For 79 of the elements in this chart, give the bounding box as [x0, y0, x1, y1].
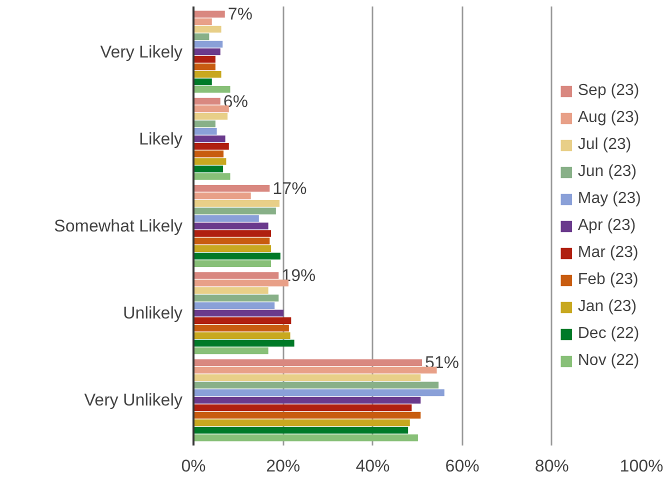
legend-label: Jul (23)	[578, 136, 632, 154]
bar	[194, 382, 439, 389]
bar	[194, 10, 225, 18]
bar	[194, 396, 421, 404]
bar	[194, 230, 272, 237]
bar	[194, 366, 437, 374]
bar	[194, 158, 226, 165]
bar	[194, 120, 216, 128]
bar	[194, 166, 224, 172]
bar	[194, 86, 230, 93]
bar	[194, 412, 421, 419]
x-tick-label: 20%	[266, 456, 300, 476]
bar	[194, 192, 251, 200]
legend-label: Mar (23)	[578, 244, 638, 262]
y-tick-label: Unlikely	[122, 304, 183, 323]
bar	[194, 434, 418, 442]
bar	[194, 310, 284, 316]
x-tick-label: 80%	[534, 456, 569, 476]
bar	[194, 272, 279, 279]
y-tick-label: Likely	[139, 129, 183, 148]
bar	[194, 222, 268, 230]
legend-label: Nov (22)	[578, 352, 640, 370]
bar	[194, 70, 222, 78]
bar	[194, 245, 272, 252]
bar	[194, 215, 259, 222]
bar	[194, 63, 216, 70]
bar	[194, 317, 292, 324]
bar	[194, 340, 294, 347]
bar	[194, 150, 224, 158]
bar	[194, 302, 275, 309]
legend-label: Apr (23)	[578, 216, 636, 234]
bar	[194, 136, 226, 142]
bar	[194, 419, 410, 426]
bar	[194, 78, 212, 86]
bar	[194, 112, 228, 120]
data-label: 7%	[228, 4, 252, 24]
bar	[194, 208, 276, 214]
x-tick-label: 40%	[356, 456, 390, 476]
legend-label: May (23)	[578, 190, 641, 208]
bar	[194, 238, 270, 244]
bar	[194, 332, 290, 340]
bar	[194, 48, 220, 56]
legend-label: Jun (23)	[578, 162, 637, 180]
y-tick-label: Very Likely	[100, 42, 183, 62]
bar	[194, 404, 412, 412]
legend-label: Sep (23)	[578, 82, 640, 100]
bar	[194, 128, 217, 135]
bar	[194, 280, 288, 286]
bar	[194, 40, 223, 48]
bar	[194, 200, 280, 207]
x-tick-label: 60%	[445, 456, 480, 476]
bar	[194, 98, 220, 105]
data-label: 17%	[272, 178, 307, 198]
legend-label: Dec (22)	[578, 324, 640, 342]
bar	[194, 260, 272, 267]
x-tick-label: 0%	[181, 456, 206, 476]
bar	[194, 26, 222, 33]
bar	[194, 359, 422, 366]
y-tick-label: Very Unlikely	[84, 390, 183, 410]
bar	[194, 347, 268, 354]
data-label: 6%	[223, 92, 248, 111]
bar	[194, 173, 230, 180]
x-tick-label: 100%	[620, 456, 664, 476]
bar	[194, 426, 408, 434]
bar	[194, 252, 280, 260]
data-label: 19%	[282, 266, 316, 285]
bar	[194, 287, 268, 294]
legend-label: Jan (23)	[578, 298, 637, 316]
y-tick-label: Somewhat Likely	[54, 216, 183, 236]
bar	[194, 324, 289, 332]
bar	[194, 374, 421, 382]
bar	[194, 389, 444, 396]
bar	[194, 18, 212, 26]
legend-label: Aug (23)	[578, 108, 640, 126]
bar	[194, 294, 279, 302]
bar	[194, 143, 229, 150]
bar	[194, 185, 270, 192]
legend-label: Feb (23)	[578, 270, 638, 288]
bar	[194, 56, 216, 63]
